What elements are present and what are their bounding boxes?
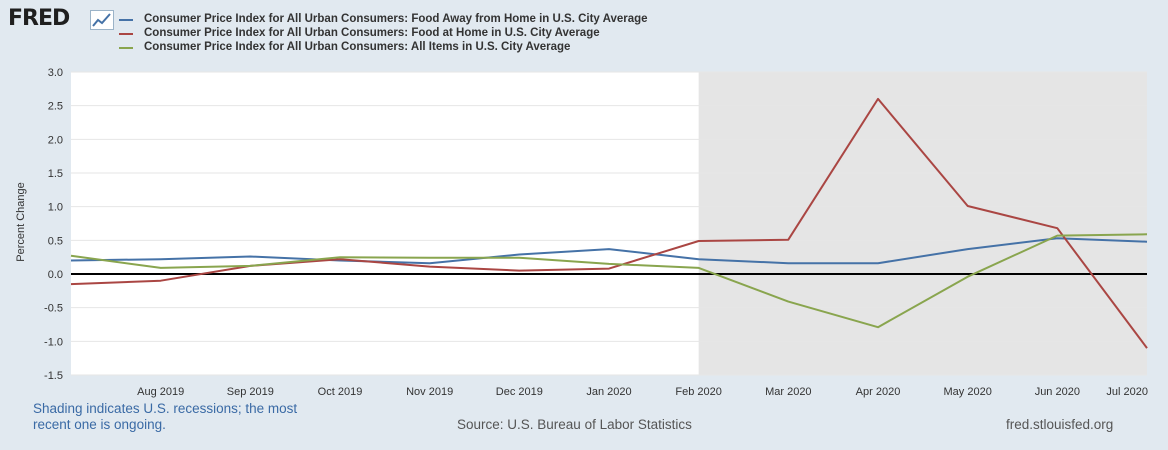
source-text: Source: U.S. Bureau of Labor Statistics	[457, 417, 692, 432]
recession-note-line: Shading indicates U.S. recessions; the m…	[33, 401, 298, 416]
x-tick-label: Aug 2019	[137, 386, 184, 398]
series-line	[70, 237, 1148, 265]
series-line	[70, 233, 1148, 329]
y-tick-label: 2.0	[48, 134, 63, 146]
y-tick-label: -1.5	[44, 370, 63, 382]
y-tick-label: 3.0	[48, 67, 63, 79]
y-tick-label: -1.0	[44, 336, 63, 348]
y-tick-label: -0.5	[44, 303, 63, 315]
x-tick-label: Apr 2020	[856, 386, 901, 398]
legend-swatch	[119, 19, 133, 21]
recession-note: Shading indicates U.S. recessions; the m…	[33, 401, 297, 433]
y-tick-label: 2.5	[48, 101, 63, 113]
x-tick-label: Dec 2019	[496, 386, 543, 398]
legend-swatch	[119, 33, 133, 35]
legend-label: Consumer Price Index for All Urban Consu…	[144, 13, 648, 25]
recession-shading	[698, 72, 1147, 375]
x-tick-label: Mar 2020	[765, 386, 811, 398]
site-link[interactable]: fred.stlouisfed.org	[1006, 417, 1114, 432]
fred-chart-icon	[90, 10, 114, 30]
x-tick-label: Jan 2020	[586, 386, 631, 398]
y-tick-label: 1.0	[48, 202, 63, 214]
legend-swatch	[119, 47, 133, 49]
legend-label: Consumer Price Index for All Urban Consu…	[144, 41, 571, 53]
y-axis-label: Percent Change	[15, 182, 27, 262]
recession-note-line: recent one is ongoing.	[33, 417, 166, 432]
x-tick-label: Oct 2019	[318, 386, 363, 398]
fred-logo[interactable]: FRED	[8, 6, 70, 31]
x-tick-label: Nov 2019	[406, 386, 453, 398]
x-tick-label: Jun 2020	[1035, 386, 1080, 398]
x-tick-label: May 2020	[944, 386, 992, 398]
y-tick-label: 0.5	[48, 235, 63, 247]
x-tick-label: Feb 2020	[675, 386, 721, 398]
y-tick-label: 1.5	[48, 168, 63, 180]
line-chart: 3.0 2.5 2.0 1.5 1.0 0.5 0.0 -0.5 -1.0 -1.5 Aug 20…	[15, 67, 1148, 398]
y-tick-label: 0.0	[48, 269, 63, 281]
x-tick-label: Jul 2020	[1106, 386, 1148, 398]
legend-label: Consumer Price Index for All Urban Consu…	[144, 27, 600, 39]
x-tick-label: Sep 2019	[227, 386, 274, 398]
